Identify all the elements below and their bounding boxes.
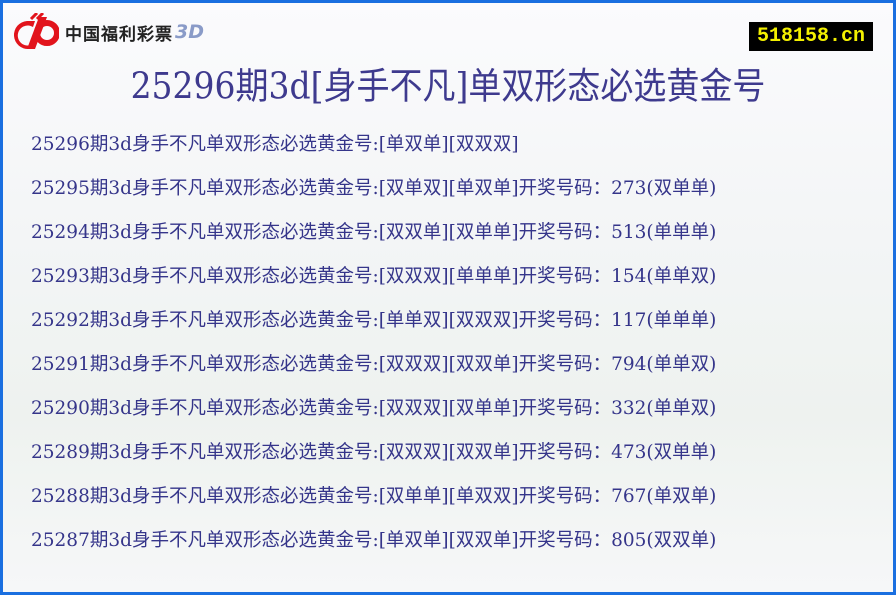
list-item: 25287期3d身手不凡单双形态必选黄金号:[单双单][双双单]开奖号码：805… xyxy=(31,530,717,551)
site-badge: 518158.cn xyxy=(748,22,873,51)
list-item: 25292期3d身手不凡单双形态必选黄金号:[单单双][双双双]开奖号码：117… xyxy=(31,310,717,331)
list-item: 25288期3d身手不凡单双形态必选黄金号:[双单单][单双双]开奖号码：767… xyxy=(31,486,717,507)
list-item: 25290期3d身手不凡单双形态必选黄金号:[双双双][双单单]开奖号码：332… xyxy=(31,398,717,419)
list-item: 25289期3d身手不凡单双形态必选黄金号:[双双双][双双单]开奖号码：473… xyxy=(31,442,717,463)
list-item: 25291期3d身手不凡单双形态必选黄金号:[双双双][双双单]开奖号码：794… xyxy=(31,354,717,375)
list-item: 25296期3d身手不凡单双形态必选黄金号:[单双单][双双双] xyxy=(31,134,519,155)
list-item: 25294期3d身手不凡单双形态必选黄金号:[双双单][双单单]开奖号码：513… xyxy=(31,222,717,243)
logo-text: 中国福利彩票 xyxy=(65,24,173,45)
lottery-logo-icon xyxy=(13,13,59,50)
list-item: 25295期3d身手不凡单双形态必选黄金号:[双单双][单双单]开奖号码：273… xyxy=(31,178,717,199)
page-title: 25296期3d[身手不凡]单双形态必选黄金号 xyxy=(130,64,766,108)
history-list: 25296期3d身手不凡单双形态必选黄金号:[单双单][双双双] 25295期3… xyxy=(31,131,716,571)
welfare-lottery-logo: 中国福利彩票 3D xyxy=(13,13,204,51)
logo-3d-text: 3D xyxy=(175,21,204,43)
list-item: 25293期3d身手不凡单双形态必选黄金号:[双双双][单单单]开奖号码：154… xyxy=(31,266,717,287)
